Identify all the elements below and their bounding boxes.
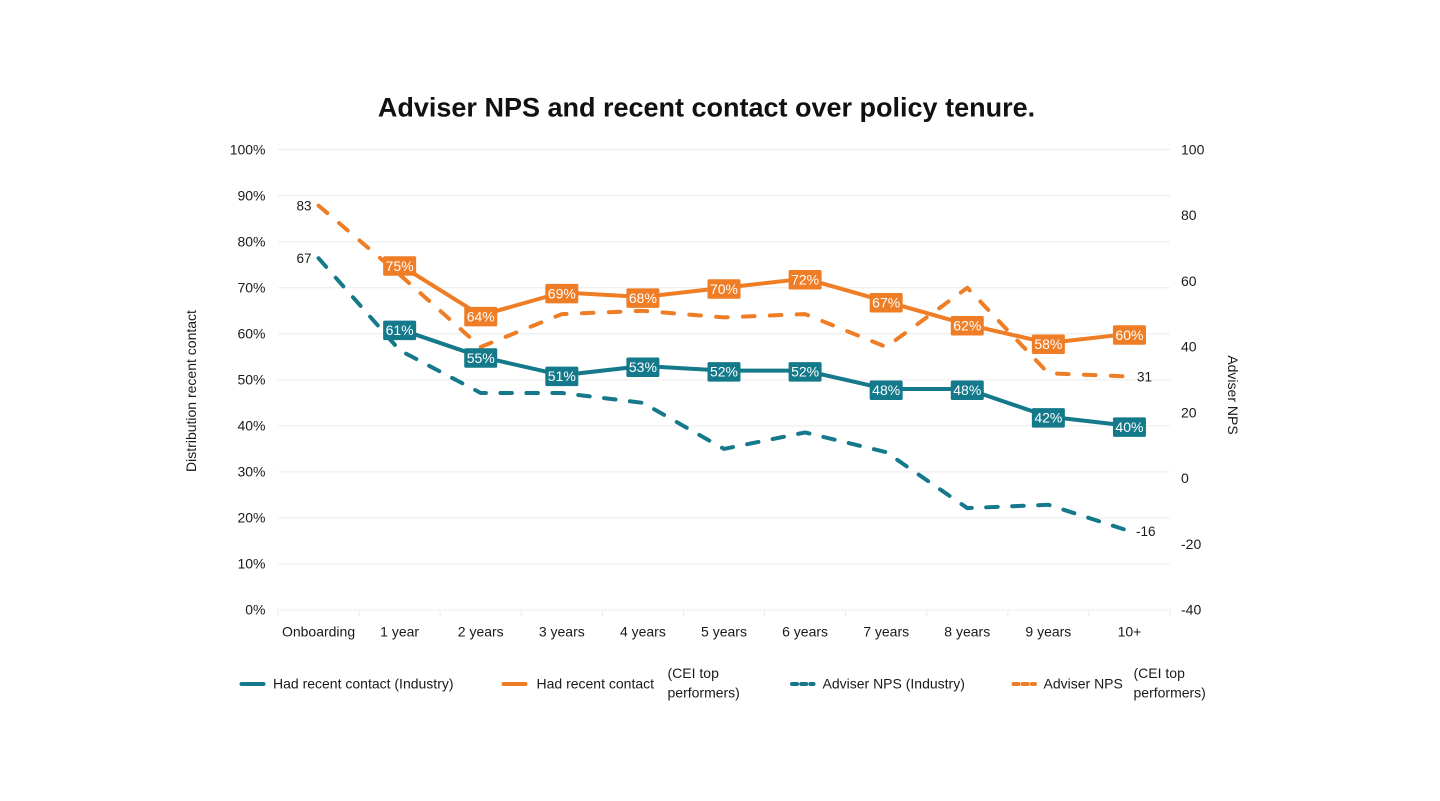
svg-text:40: 40	[1181, 339, 1197, 355]
svg-text:(CEI top: (CEI top	[668, 665, 720, 681]
svg-text:Adviser NPS (Industry): Adviser NPS (Industry)	[823, 676, 965, 692]
svg-text:-20: -20	[1181, 536, 1201, 552]
svg-text:20: 20	[1181, 404, 1197, 420]
svg-text:55%: 55%	[467, 350, 495, 366]
svg-text:60: 60	[1181, 273, 1197, 289]
svg-text:64%: 64%	[467, 308, 495, 324]
svg-text:68%: 68%	[629, 290, 657, 306]
svg-text:9 years: 9 years	[1025, 623, 1071, 639]
svg-text:3 years: 3 years	[539, 623, 585, 639]
svg-text:75%: 75%	[386, 258, 414, 274]
svg-text:58%: 58%	[1034, 336, 1062, 352]
svg-text:10%: 10%	[237, 556, 265, 572]
svg-text:80%: 80%	[237, 233, 265, 249]
svg-text:(CEI top: (CEI top	[1134, 665, 1186, 681]
svg-text:Adviser NPS and recent contact: Adviser NPS and recent contact over poli…	[378, 93, 1035, 123]
svg-text:-40: -40	[1181, 602, 1201, 618]
svg-text:Onboarding: Onboarding	[282, 623, 355, 639]
svg-text:48%: 48%	[953, 382, 981, 398]
svg-text:83: 83	[296, 198, 311, 213]
svg-text:30%: 30%	[237, 464, 265, 480]
svg-text:60%: 60%	[237, 326, 265, 342]
svg-text:31: 31	[1137, 369, 1152, 384]
svg-text:69%: 69%	[548, 285, 576, 301]
svg-text:67%: 67%	[872, 295, 900, 311]
svg-text:5 years: 5 years	[701, 623, 747, 639]
svg-text:1 year: 1 year	[380, 623, 419, 639]
svg-text:50%: 50%	[237, 372, 265, 388]
svg-text:performers): performers)	[1134, 685, 1206, 701]
svg-text:60%: 60%	[1115, 327, 1143, 343]
svg-text:-16: -16	[1136, 524, 1156, 539]
svg-text:Distribution recent contact: Distribution recent contact	[183, 310, 199, 472]
svg-text:40%: 40%	[1115, 419, 1143, 435]
svg-text:Adviser NPS: Adviser NPS	[1225, 355, 1241, 434]
svg-text:0%: 0%	[245, 602, 265, 618]
svg-text:80: 80	[1181, 207, 1197, 223]
svg-text:62%: 62%	[953, 318, 981, 334]
svg-text:90%: 90%	[237, 187, 265, 203]
svg-text:0: 0	[1181, 470, 1189, 486]
svg-text:42%: 42%	[1034, 410, 1062, 426]
svg-text:Had recent contact: Had recent contact	[537, 676, 655, 692]
svg-text:70%: 70%	[710, 281, 738, 297]
svg-text:61%: 61%	[386, 322, 414, 338]
svg-text:Adviser NPS: Adviser NPS	[1044, 676, 1123, 692]
svg-text:20%: 20%	[237, 510, 265, 526]
svg-text:10+: 10+	[1118, 623, 1142, 639]
svg-text:67: 67	[296, 251, 311, 266]
svg-text:48%: 48%	[872, 382, 900, 398]
svg-text:72%: 72%	[791, 272, 819, 288]
svg-text:2 years: 2 years	[458, 623, 504, 639]
svg-text:52%: 52%	[710, 364, 738, 380]
svg-text:8 years: 8 years	[944, 623, 990, 639]
svg-text:53%: 53%	[629, 359, 657, 375]
svg-text:performers): performers)	[668, 685, 740, 701]
svg-text:6 years: 6 years	[782, 623, 828, 639]
svg-text:40%: 40%	[237, 418, 265, 434]
svg-text:Had recent contact (Industry): Had recent contact (Industry)	[273, 676, 454, 692]
svg-text:100%: 100%	[230, 141, 266, 157]
svg-text:7 years: 7 years	[863, 623, 909, 639]
svg-text:100: 100	[1181, 141, 1205, 157]
svg-text:70%: 70%	[237, 279, 265, 295]
svg-text:51%: 51%	[548, 368, 576, 384]
svg-text:4 years: 4 years	[620, 623, 666, 639]
svg-text:52%: 52%	[791, 364, 819, 380]
